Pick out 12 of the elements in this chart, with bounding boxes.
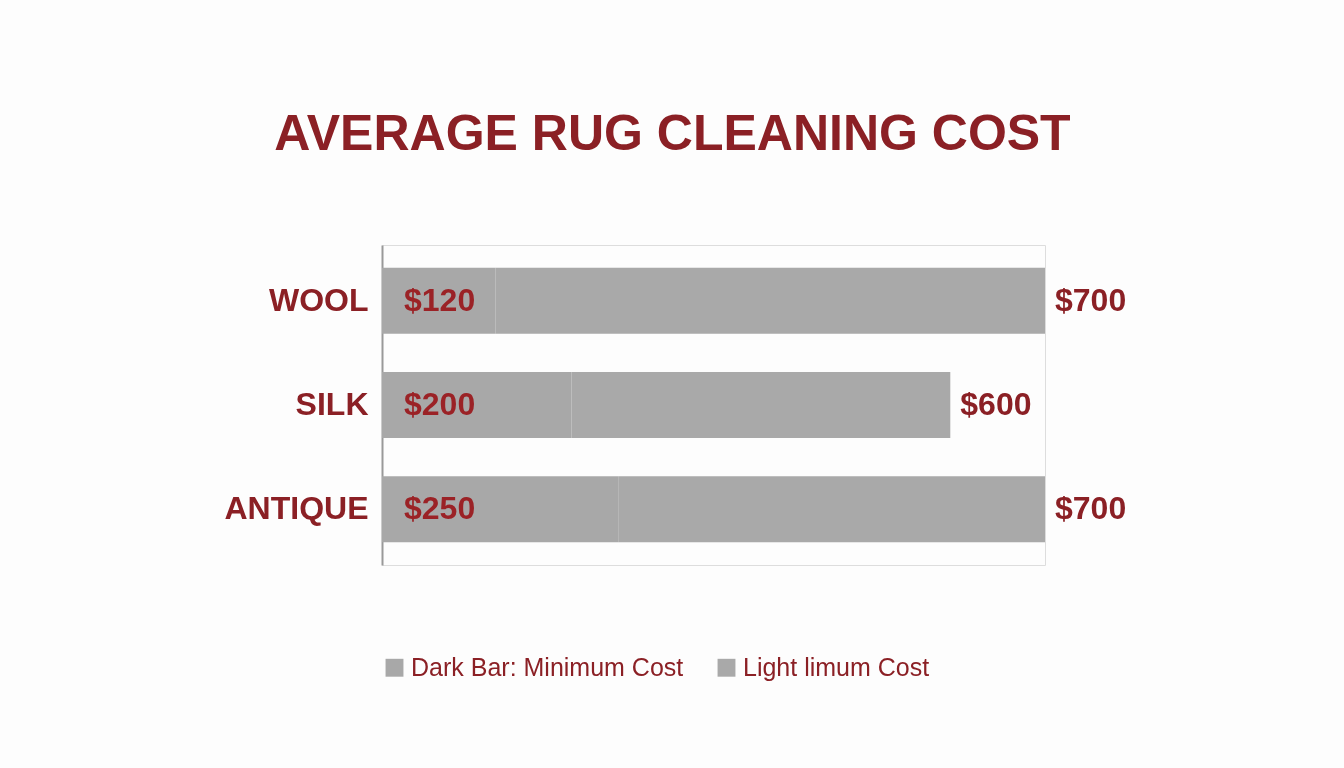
- total-label: $700: [1055, 490, 1127, 527]
- y-tick-label: SILK: [295, 386, 369, 422]
- data-label: $250: [404, 490, 476, 527]
- y-tick-label: ANTIQUE: [224, 490, 369, 527]
- total-label: $700: [1055, 281, 1127, 318]
- legend-label: Light limum Cost: [743, 652, 930, 681]
- y-tick-label: WOOL: [268, 281, 369, 318]
- chart-title: AVERAGE RUG CLEANING COST: [274, 105, 1071, 161]
- data-label: $120: [404, 281, 476, 318]
- total-label: $600: [960, 386, 1032, 422]
- data-label: $200: [404, 386, 476, 422]
- legend-label: Dark Bar: Minimum Cost: [411, 652, 684, 681]
